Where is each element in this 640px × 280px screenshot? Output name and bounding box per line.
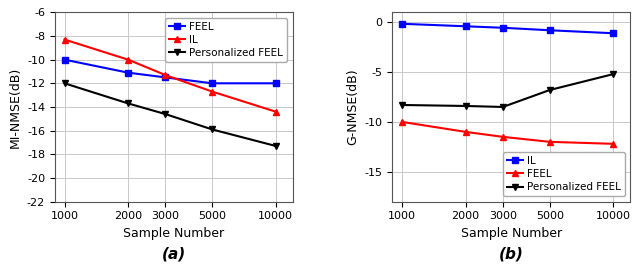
IL <box>124 58 132 61</box>
Line: FEEL: FEEL <box>61 56 279 87</box>
Personalized FEEL <box>462 104 470 108</box>
Personalized FEEL <box>161 112 169 116</box>
FEEL <box>462 130 470 134</box>
FEEL <box>61 58 68 61</box>
Text: (b): (b) <box>499 246 524 261</box>
IL <box>161 73 169 77</box>
FEEL <box>161 76 169 79</box>
Line: FEEL: FEEL <box>399 118 617 147</box>
FEEL <box>272 82 280 85</box>
IL <box>209 90 216 93</box>
IL <box>61 38 68 41</box>
Line: Personalized FEEL: Personalized FEEL <box>399 71 617 110</box>
Line: IL: IL <box>399 20 617 37</box>
FEEL <box>546 140 554 144</box>
FEEL <box>609 142 617 146</box>
IL <box>272 110 280 113</box>
Line: Personalized FEEL: Personalized FEEL <box>61 80 279 150</box>
Personalized FEEL <box>124 102 132 105</box>
IL <box>546 29 554 32</box>
FEEL <box>499 135 507 139</box>
Personalized FEEL <box>499 105 507 109</box>
Personalized FEEL <box>609 73 617 76</box>
Personalized FEEL <box>61 82 68 85</box>
Personalized FEEL <box>546 88 554 92</box>
FEEL <box>124 71 132 74</box>
Text: (a): (a) <box>161 246 186 261</box>
Personalized FEEL <box>272 144 280 148</box>
FEEL <box>209 82 216 85</box>
Personalized FEEL <box>398 103 406 107</box>
IL <box>462 25 470 28</box>
X-axis label: Sample Number: Sample Number <box>123 227 224 240</box>
IL <box>609 32 617 35</box>
Y-axis label: MI-NMSE(dB): MI-NMSE(dB) <box>8 66 21 148</box>
X-axis label: Sample Number: Sample Number <box>461 227 562 240</box>
IL <box>499 26 507 29</box>
Legend: IL, FEEL, Personalized FEEL: IL, FEEL, Personalized FEEL <box>503 152 625 196</box>
Line: IL: IL <box>61 36 279 115</box>
FEEL <box>398 120 406 123</box>
Legend: FEEL, IL, Personalized FEEL: FEEL, IL, Personalized FEEL <box>165 18 287 62</box>
IL <box>398 22 406 25</box>
Personalized FEEL <box>209 128 216 131</box>
Y-axis label: G-NMSE(dB): G-NMSE(dB) <box>346 69 359 145</box>
